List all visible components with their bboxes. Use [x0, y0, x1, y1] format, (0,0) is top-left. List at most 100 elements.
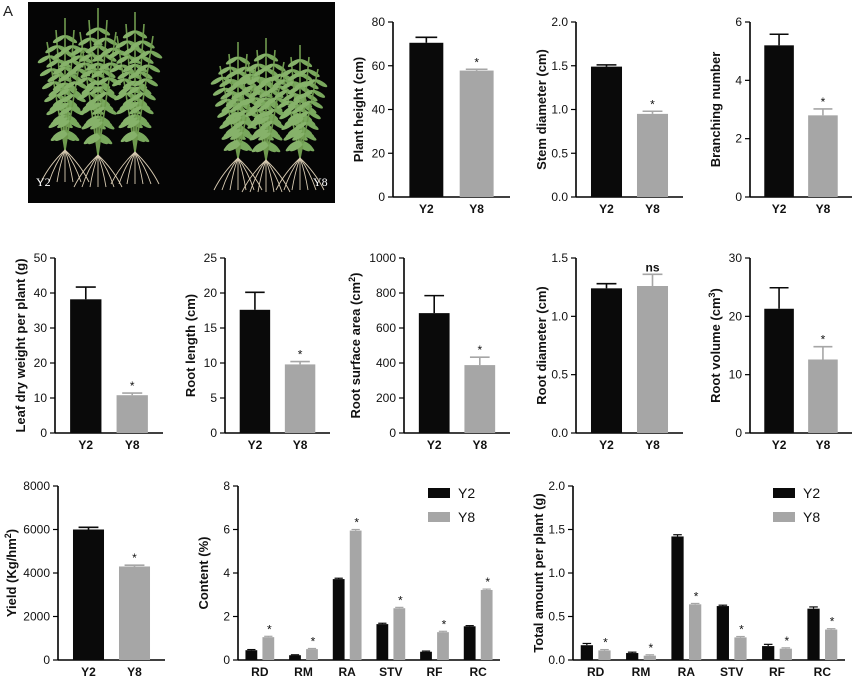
plant-leaf: [117, 71, 130, 80]
plant-leaf: [233, 66, 246, 75]
y-tick-label: 800: [376, 286, 396, 300]
plant-leaf: [264, 97, 277, 106]
y-axis-title: Branching number: [708, 52, 723, 168]
plant-leaf: [239, 142, 253, 151]
bar-y8-stv: [734, 637, 747, 660]
plant-leaf: [75, 77, 88, 86]
plant-leaf: [260, 120, 273, 129]
plant-leaf: [225, 112, 239, 121]
plant-leaf: [210, 76, 224, 85]
plant-leaf: [243, 97, 256, 106]
y-axis-title-text: Root volume (cm: [708, 297, 723, 402]
x-tick-label: Y2: [599, 202, 614, 216]
plant-leaf: [94, 91, 107, 100]
chart-panel-c: 0.0 0.5 1.0 1.5 2.0 Stem diameter (cm) Y2 * Y8: [534, 15, 683, 216]
plant-root: [237, 157, 263, 191]
bar-y8: [284, 364, 316, 433]
plant-leaf: [258, 132, 271, 141]
y-tick-label: 2000: [23, 610, 50, 624]
plant-leaf: [115, 40, 128, 49]
y-axis-title-end: ): [708, 288, 723, 292]
y-tick-label: 0: [389, 426, 396, 440]
plant-root: [257, 159, 267, 193]
plant-leaf: [109, 64, 123, 73]
y-tick-label: 6: [735, 15, 742, 29]
x-tick-label: RC: [469, 665, 487, 679]
plant-leaf: [306, 121, 319, 130]
y-tick-label: 1.0: [551, 103, 568, 117]
bar-y8: [118, 566, 151, 660]
plant-root: [134, 151, 152, 185]
legend-label: Y2: [803, 485, 820, 501]
plant-leaf: [44, 94, 57, 103]
plant-root: [134, 151, 144, 185]
plant-leaf: [64, 35, 78, 44]
plant-leaf: [230, 131, 243, 140]
y-axis-title-text: Leaf dry weight per plant (g): [13, 258, 28, 432]
plant-leaf: [99, 136, 113, 145]
plant-leaf: [289, 143, 303, 152]
plant-leaf: [253, 82, 267, 91]
plant-leaf: [100, 47, 114, 56]
y-tick-label: 1.0: [551, 309, 568, 323]
plant-leaf: [42, 81, 55, 90]
bar-y2-rm: [289, 655, 301, 660]
plant-shape: [272, 45, 328, 191]
plant-root: [81, 154, 99, 188]
chart-panel-k: 0 2 4 6 8 Content (%) * RD * RM * RA * STV * RF * RC Y2 Y8: [196, 479, 500, 679]
y-axis-title-text: Stem diameter (cm): [534, 49, 549, 170]
plant-leaf: [248, 90, 261, 98]
plant-leaf: [265, 53, 279, 62]
plant-leaf: [69, 120, 82, 129]
significance-mark: *: [298, 348, 303, 362]
bar-y8-rc: [480, 589, 493, 660]
y-axis-title-text: Branching number: [708, 52, 723, 168]
significance-mark: *: [398, 593, 403, 607]
bar-y2-rf: [420, 651, 432, 660]
plant-root: [97, 154, 107, 188]
plant-leaf: [54, 133, 68, 142]
plant-leaf: [122, 30, 136, 39]
chart-panel-j: 0 2000 4000 6000 8000 Yield (Kg/hm2) Y2 * Y8: [3, 479, 165, 679]
plant-leaf: [52, 66, 66, 75]
y-tick-label: 25: [204, 251, 218, 265]
plant-leaf: [247, 76, 260, 85]
plant-root: [126, 151, 136, 185]
y-tick-label: 0: [223, 653, 230, 667]
plant-root: [291, 157, 301, 191]
plant-root: [48, 149, 66, 183]
plant-leaf: [46, 59, 59, 68]
plant-root: [283, 157, 301, 191]
significance-mark: *: [442, 617, 447, 631]
y-tick-label: 10: [204, 356, 218, 370]
y-axis-title: Content (%): [196, 537, 211, 610]
x-tick-label: Y2: [427, 438, 442, 452]
plant-leaf: [253, 97, 267, 106]
plant-root: [213, 157, 239, 191]
plant-leaf: [98, 62, 112, 71]
y-tick-label: 2.0: [551, 15, 568, 29]
plant-stem: [299, 56, 310, 159]
chart-panel-g: 0 200 400 600 800 1000 Root surface area (cm2)…: [347, 251, 510, 452]
y-tick-label: 50: [34, 251, 48, 265]
x-tick-label: RA: [338, 665, 356, 679]
plant-leaf: [279, 111, 292, 120]
plant-leaf: [66, 133, 80, 142]
y-tick-label: 6: [223, 523, 230, 537]
plant-leaf: [262, 108, 275, 117]
x-tick-label: Y2: [248, 438, 263, 452]
y-tick-label: 20: [204, 286, 218, 300]
chart-panel-h: 0.0 0.5 1.0 1.5 Root diameter (cm) Y2 ns Y8: [534, 251, 683, 452]
bar-y2-rm: [626, 653, 639, 660]
plant-root: [237, 157, 255, 191]
significance-mark: *: [603, 636, 608, 650]
plant-leaf: [312, 89, 326, 98]
significance-mark: *: [694, 589, 699, 603]
y-axis-title-text: Total amount per plant (g): [531, 493, 546, 652]
significance-mark: *: [132, 551, 137, 565]
bar-y2: [70, 299, 102, 433]
plant-leaf: [141, 55, 154, 64]
y-axis-title: Root diameter (cm): [534, 286, 549, 404]
plant-leaf: [255, 144, 269, 153]
